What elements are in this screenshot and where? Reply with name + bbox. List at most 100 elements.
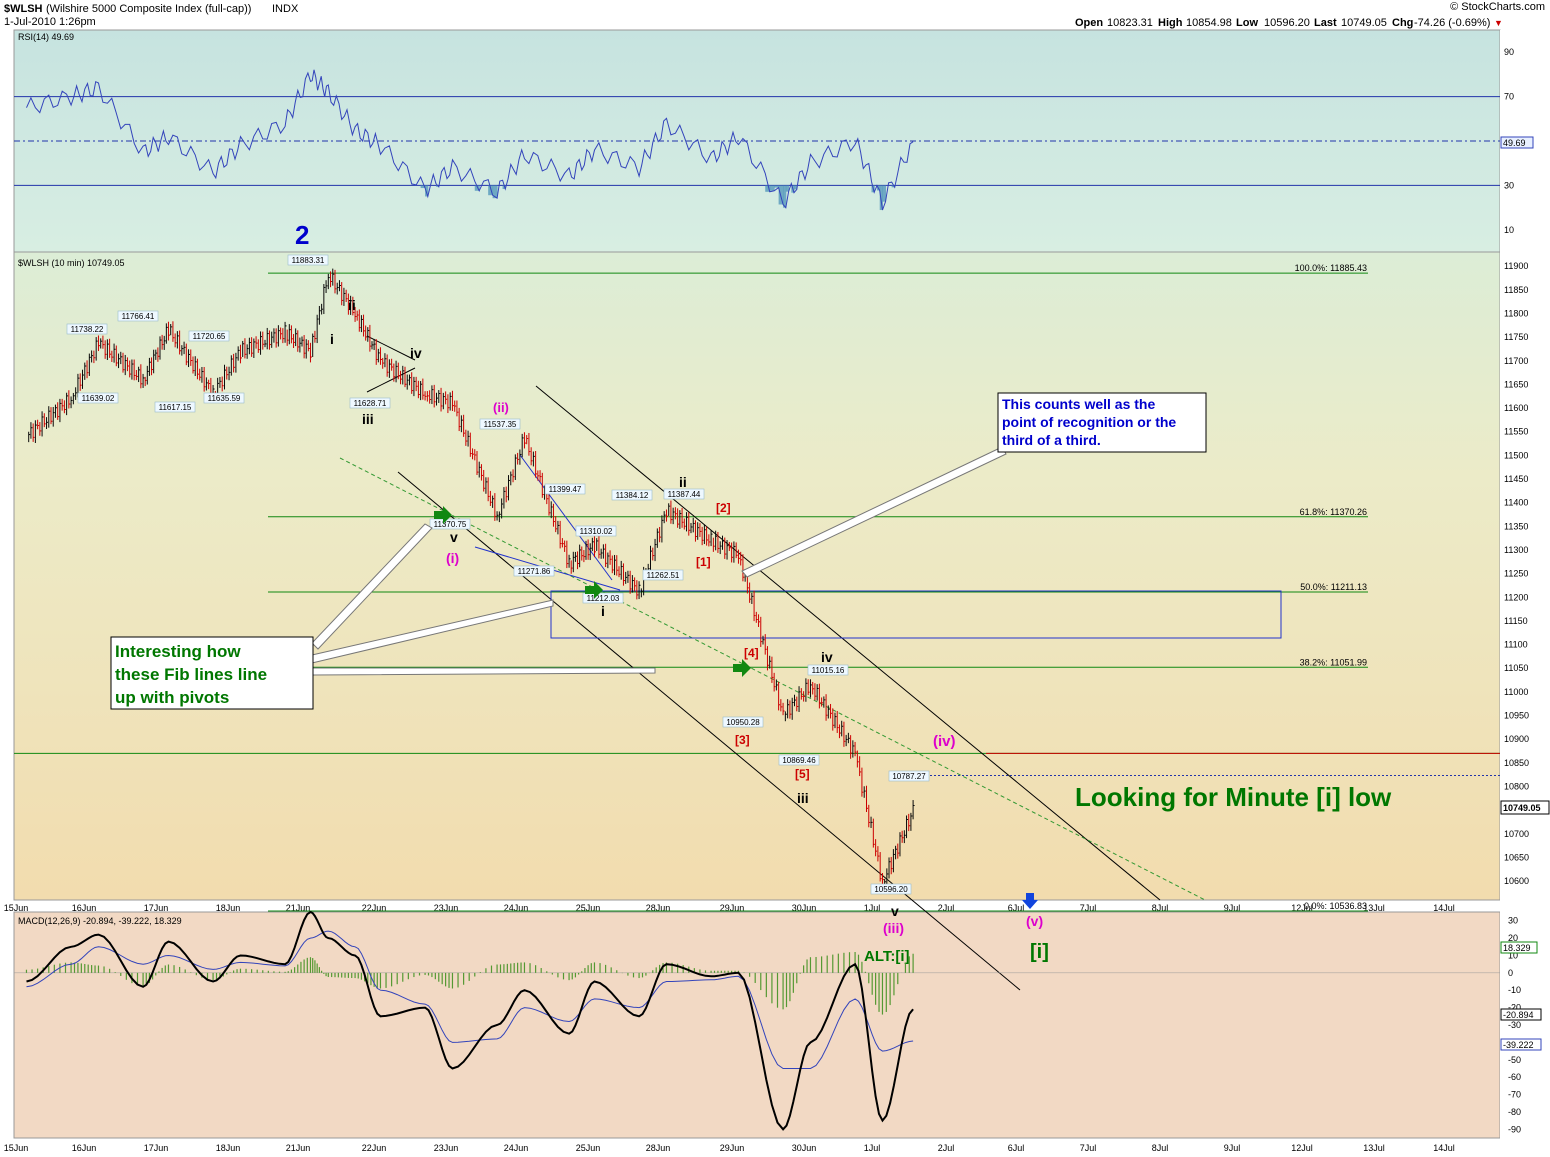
price-tick-label: 11450: [1504, 474, 1528, 484]
arrow-right-icon: [434, 506, 452, 524]
price-label: 11537.35: [484, 420, 517, 429]
rsi-oversold-segment: [474, 185, 480, 191]
wave-v-mid: v: [450, 529, 458, 545]
rsi-oversold-segment: [488, 185, 494, 196]
rsi-oversold-segment: [891, 185, 896, 188]
date-tick-label: 15Jun: [4, 903, 29, 913]
date-tick-label: 1Jul: [864, 1143, 881, 1153]
last-value: 10749.05: [1341, 17, 1387, 29]
price-tick-label: 11400: [1504, 498, 1528, 508]
price-flag: 10749.05: [1500, 800, 1550, 815]
wave-ii-top: ii: [348, 297, 356, 313]
price-panel: [13, 251, 1501, 901]
price-label: 11720.65: [193, 332, 226, 341]
wave-ii-mid: ii: [679, 474, 687, 490]
wave-paren-v: (v): [1026, 913, 1043, 929]
price-label: 11617.15: [159, 403, 192, 412]
callout-recognition-note: This counts well as the point of recogni…: [997, 392, 1207, 453]
date-tick-label: 8Jul: [1152, 1143, 1169, 1153]
wave-iii-top: iii: [362, 411, 374, 427]
date-tick-label: 17Jun: [144, 903, 169, 913]
wave-paren-iv: (iv): [933, 733, 956, 750]
price-label: 11384.12: [616, 491, 649, 500]
date-tick-label: 12Jul: [1291, 903, 1313, 913]
price-tick-label: 11650: [1504, 379, 1528, 389]
rsi-tick-label: 90: [1504, 47, 1514, 57]
wave-iv-top: iv: [410, 345, 422, 361]
price-tick-label: 11050: [1504, 663, 1528, 673]
arrow-down-icon: [1022, 893, 1038, 909]
green-arrows: [434, 506, 751, 677]
rsi-oversold-segment: [774, 185, 780, 188]
price-tick-label: 11100: [1504, 640, 1528, 650]
rsi-tick-label: 30: [1504, 180, 1514, 190]
fib-label: 50.0%: 11211.13: [1300, 582, 1367, 592]
price-label-box: [66, 323, 108, 335]
svg-text:49.69: 49.69: [1503, 138, 1526, 148]
price-title: $WLSH (10 min) 10749.05: [18, 258, 125, 268]
date-tick-label: 22Jun: [362, 1143, 387, 1153]
svg-text:18.329: 18.329: [1503, 943, 1531, 953]
wave-iii-low: iii: [797, 790, 809, 806]
price-tick-label: 11350: [1504, 521, 1528, 531]
fib-levels: 100.0%: 11885.43 61.8%: 11370.26 50.0%: 11…: [268, 263, 1368, 912]
svg-text:these Fib lines line: these Fib lines line: [115, 665, 267, 684]
big-annotation: Looking for Minute [i] low: [1075, 782, 1392, 812]
macd-tick-label: -80: [1508, 1107, 1521, 1117]
zone-rectangle: [550, 590, 1282, 639]
price-labels: 11883.31 11738.22 11766.41 11720.65 11639.02…: [66, 254, 930, 895]
low-value: 10596.20: [1264, 17, 1310, 29]
macd-tick-label: 0: [1508, 968, 1513, 978]
price-label-box: [544, 483, 586, 495]
wave-2: 2: [295, 220, 309, 250]
fib-label: 38.2%: 11051.99: [1300, 657, 1367, 667]
price-tick-label: 10600: [1504, 876, 1529, 886]
date-tick-label: 16Jun: [72, 903, 97, 913]
wave-bracket-3: [3]: [735, 733, 750, 747]
date-tick-label: 25Jun: [576, 1143, 601, 1153]
callout-pointers: [311, 446, 1007, 676]
macd-panel: [13, 911, 1501, 1139]
wave-v-low: v: [891, 903, 899, 919]
wave-iv-low: iv: [821, 649, 833, 665]
wave-alt-i: ALT:[i]: [864, 948, 910, 965]
price-label-box: [203, 392, 245, 404]
date-tick-label: 7Jul: [1080, 1143, 1097, 1153]
macd-tick-label: -50: [1508, 1055, 1521, 1065]
price-tick-label: 11250: [1504, 569, 1528, 579]
rsi-flag: 49.69: [1500, 136, 1534, 149]
price-label-box: [582, 592, 624, 604]
price-tick-label: 11200: [1504, 592, 1528, 602]
date-tick-label: 25Jun: [576, 903, 601, 913]
price-label: 11766.41: [122, 312, 155, 321]
open-value: 10823.31: [1107, 17, 1153, 29]
price-label-box: [117, 310, 159, 322]
price-label-box: [349, 397, 391, 409]
callout-fib-note: Interesting how these Fib lines line up …: [110, 636, 314, 710]
svg-text:10749.05: 10749.05: [1503, 803, 1541, 813]
chg-label: Chg: [1392, 17, 1413, 29]
date-axis: 15Jun 16Jun 17Jun 18Jun 21Jun 22Jun 23Jun 24Jun…: [4, 903, 1455, 913]
price-label: 11883.31: [292, 256, 325, 265]
date-tick-label: 30Jun: [792, 903, 817, 913]
rsi-oversold-segment: [420, 185, 426, 189]
high-value: 10854.98: [1186, 17, 1232, 29]
date-tick-label: 1Jul: [864, 903, 881, 913]
price-label: 10596.20: [874, 885, 908, 894]
price-label-box: [287, 254, 329, 266]
fib-label: 61.8%: 11370.26: [1300, 507, 1367, 517]
date-tick-label: 16Jun: [72, 1143, 97, 1153]
date-tick-label: 2Jul: [938, 1143, 955, 1153]
price-label-box: [663, 488, 705, 500]
rsi-oversold-segment: [769, 185, 775, 191]
date-tick-label: 28Jun: [646, 903, 671, 913]
macd-tick-label: -70: [1508, 1090, 1521, 1100]
date-tick-label: 9Jul: [1224, 1143, 1241, 1153]
date-tick-label: 13Jul: [1363, 903, 1385, 913]
price-label: 11310.02: [580, 527, 613, 536]
rsi-oversold-segment: [765, 185, 771, 192]
price-label-box: [154, 401, 196, 413]
price-label-box: [575, 525, 617, 537]
svg-text:up with pivots: up with pivots: [115, 688, 229, 707]
